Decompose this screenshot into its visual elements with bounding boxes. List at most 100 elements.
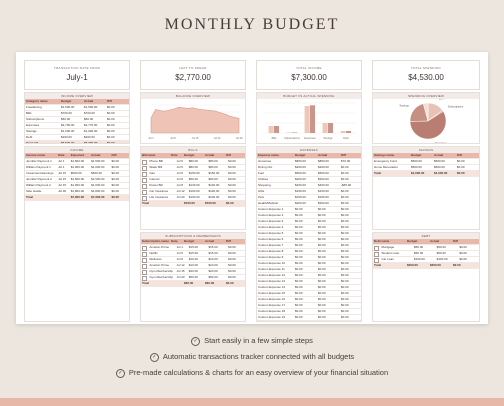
table-row[interactable]: Investment Earnings Jul 15 $500.00 $500.00 $…	[25, 171, 129, 177]
table-row[interactable]: Custom Expense 11 $0.00 $0.00 $0.00	[257, 267, 361, 273]
table-total-row[interactable]: Total $200.00 $200.00 $0.00	[373, 263, 479, 269]
pie-chart-panel: Spending overview Bills Subscriptions Expe…	[372, 92, 480, 144]
table-row[interactable]: Side Hustle Jul 30 $1,800.00 $1,800.00 $0.00	[25, 189, 129, 195]
table-cell: $20.00	[208, 269, 218, 273]
table-row[interactable]: Jennifer Payment 2 Jul 15 $1,500.00 $1,500.…	[25, 177, 129, 183]
table-cell: $0.00	[228, 177, 236, 181]
checkbox[interactable]	[374, 252, 380, 257]
checkbox[interactable]	[374, 246, 380, 251]
table-row[interactable]: Custom Expense 1 $0.00 $0.00 $0.00	[257, 207, 361, 213]
checkbox[interactable]	[142, 172, 148, 177]
table-row[interactable]: Custom Expense 12 $0.00 $0.00 $0.00	[257, 273, 361, 279]
checkbox[interactable]	[142, 246, 148, 251]
table-cell: $500.00	[411, 165, 422, 169]
table-row[interactable]: Custom Expense 13 $0.00 $0.00 $0.00	[257, 279, 361, 285]
table-row[interactable]: Custom Expense 17 $0.00 $0.00 $0.00	[257, 303, 361, 309]
table-cell: Total	[142, 201, 149, 205]
table-row[interactable]: Pets $150.00 $150.00 $0.00	[257, 195, 361, 201]
table-total-row[interactable]: Total $700.00 $700.00 $0.00	[141, 201, 245, 207]
table-row[interactable]: Custom Expense 7 $0.00 $0.00 $0.00	[257, 243, 361, 249]
table-total-row[interactable]: Total$2,700.00$2,770.00$0.00	[257, 321, 361, 322]
table-row[interactable]: Groceries $800.00 $800.00 $70.00	[257, 159, 361, 165]
checkbox[interactable]	[374, 258, 380, 263]
checkbox[interactable]	[142, 270, 148, 275]
table-cell: $0.00	[457, 159, 465, 163]
table-row[interactable]: Custom Expense 2 $0.00 $0.00 $0.00	[257, 213, 361, 219]
table-row[interactable]: William Payment 2 Jul 15 $1,000.00 $1,000.0…	[25, 183, 129, 189]
table-row[interactable]: Custom Expense 15 $0.00 $0.00 $0.00	[257, 291, 361, 297]
table-row[interactable]: Netflix Jul 5 $15.00 $15.00 $0.00	[141, 251, 245, 257]
table-row[interactable]: William Payment 1 Jul 1 $1,000.00 $1,000.00…	[25, 165, 129, 171]
table-row[interactable]: Custom Expense 10 $0.00 $0.00 $0.00	[257, 261, 361, 267]
table-row[interactable]: Subscriptions $60.00 $60.00 $0.00	[25, 117, 129, 123]
table-total-row[interactable]: Total left $5,530.00 $5,770.00 $0.00	[25, 141, 129, 143]
checkbox[interactable]	[142, 166, 148, 171]
checkbox[interactable]	[142, 178, 148, 183]
table-row[interactable]: Car Insurance Jul 12 $100.00 $100.00 $0.00	[141, 189, 245, 195]
table-row[interactable]: Bills $700.00 $700.00 $0.00	[25, 111, 129, 117]
table-row[interactable]: Custom Expense 8 $0.00 $0.00 $0.00	[257, 249, 361, 255]
table-row[interactable]: Wellness Jul 8 $10.00 $10.00 $0.00	[141, 257, 245, 263]
table-row[interactable]: Custom Expense 4 $0.00 $0.00 $0.00	[257, 225, 361, 231]
table-row[interactable]: Custom Expense 9 $0.00 $0.00 $0.00	[257, 255, 361, 261]
table-row[interactable]: Phone Bill Jul 5 $80.00 $80.00 $0.00	[141, 159, 245, 165]
table-row[interactable]: Custom Expense 14 $0.00 $0.00 $0.00	[257, 285, 361, 291]
table-row[interactable]: Custom Expense 18 $0.00 $0.00 $0.00	[257, 309, 361, 315]
table-row[interactable]: Savings $1,000.00 $1,000.00 $0.00	[25, 129, 129, 135]
table-row[interactable]: Amazon Prime Jul 12 $10.00 $10.00 $0.00	[141, 263, 245, 269]
checkbox[interactable]	[142, 264, 148, 269]
table-row[interactable]: Health/Medical $200.00 $200.00 $0.00	[257, 201, 361, 207]
table-row[interactable]: Fuel $500.00 $500.00 $0.00	[257, 171, 361, 177]
table-cell: Total	[257, 321, 294, 322]
table-row[interactable]: Gas Jul 8 $150.00 $150.00 $0.00	[141, 171, 245, 177]
table-cell: $0.00	[341, 309, 349, 313]
table-row[interactable]: Life Insurance Jul 20 $100.00 $100.00 $0.00	[141, 195, 245, 201]
table-row[interactable]: Custom Expense 16 $0.00 $0.00 $0.00	[257, 297, 361, 303]
table-row[interactable]: Clothes $200.00 $200.00 $0.00	[257, 177, 361, 183]
table-row[interactable]: Custom Expense 6 $0.00 $0.00 $0.00	[257, 237, 361, 243]
table-row[interactable]: Dining Out $200.00 $200.00 $0.00	[257, 165, 361, 171]
table-row[interactable]: Emergency Fund $500.00 $500.00 $0.00	[373, 159, 479, 165]
table-row[interactable]: Student Loan $50.00 $50.00 $0.00	[373, 251, 479, 257]
table-cell: $2,700.00	[294, 321, 317, 322]
table-total-row[interactable]: Total $60.00 $60.00 $0.00	[141, 281, 245, 287]
table-cell: Jul 1	[58, 159, 65, 163]
table-row[interactable]: Expenses $2,700.00 $2,770.00 $0.00	[25, 123, 129, 129]
table-row[interactable]: Gym Membership Jul 20 $50.00 $50.00 $0.00	[141, 275, 245, 281]
category-label: Subscriptions	[284, 136, 300, 140]
savings-title: Savings	[373, 147, 479, 153]
table-row[interactable]: Debt $200.00 $200.00 $0.00	[25, 135, 129, 141]
checkbox[interactable]	[142, 196, 148, 201]
checkbox[interactable]	[142, 252, 148, 257]
table-row[interactable]: Amazon Prime Jul 1 $15.00 $15.00 $0.00	[141, 245, 245, 251]
table-row[interactable]: Custom Expense 3 $0.00 $0.00 $0.00	[257, 219, 361, 225]
table-cell: Bills	[26, 111, 32, 115]
checkbox[interactable]	[142, 190, 148, 195]
checkbox[interactable]	[142, 276, 148, 281]
table-cell: $0.00	[318, 219, 326, 223]
table-row[interactable]: Home Renovation $500.00 $500.00 $0.00	[373, 165, 479, 171]
table-total-row[interactable]: Total $7,300.00 $7,300.00 $0.00	[25, 195, 129, 201]
table-row[interactable]: Gifts $150.00 $150.00 $0.00	[257, 189, 361, 195]
table-total-row[interactable]: Total $1,000.00 $1,000.00 $0.00	[373, 171, 479, 177]
table-row[interactable]: Custom Expense 5 $0.00 $0.00 $0.00	[257, 231, 361, 237]
table-row[interactable]: Custom Expense 19 $0.00 $0.00 $0.00	[257, 315, 361, 321]
table-row[interactable]: Freelancing $1,500.00 $1,500.00 $0.00	[25, 105, 129, 111]
table-row[interactable]: Jennifer Payment 1 Jul 1 $1,500.00 $1,500.0…	[25, 159, 129, 165]
table-cell: $1,000.00	[91, 183, 105, 187]
table-row[interactable]: Gym Membership Jul 15 $20.00 $20.00 $0.00	[141, 269, 245, 275]
table-row[interactable]: Car Loan $100.00 $100.00 $0.00	[373, 257, 479, 263]
bar	[268, 126, 274, 133]
check-circle-icon: ✓	[149, 352, 159, 362]
checkbox[interactable]	[142, 258, 148, 263]
table-row[interactable]: Internet Jul 8 $60.00 $60.00 $0.00	[141, 177, 245, 183]
checkbox[interactable]	[142, 184, 148, 189]
table-cell: $0.00	[341, 261, 349, 265]
table-row[interactable]: Water Bill Jul 5 $80.00 $80.00 $0.00	[141, 165, 245, 171]
table-row[interactable]: Power Bill Jul 8 $130.00 $130.00 $0.00	[141, 183, 245, 189]
card-date-value[interactable]: July-1	[66, 73, 88, 82]
table-row[interactable]: Mortgage $50.00 $50.00 $0.00	[373, 245, 479, 251]
table-cell: Car Loan	[381, 257, 394, 261]
checkbox[interactable]	[142, 160, 148, 165]
table-row[interactable]: Shopping $400.00 $400.00 -$65.00	[257, 183, 361, 189]
